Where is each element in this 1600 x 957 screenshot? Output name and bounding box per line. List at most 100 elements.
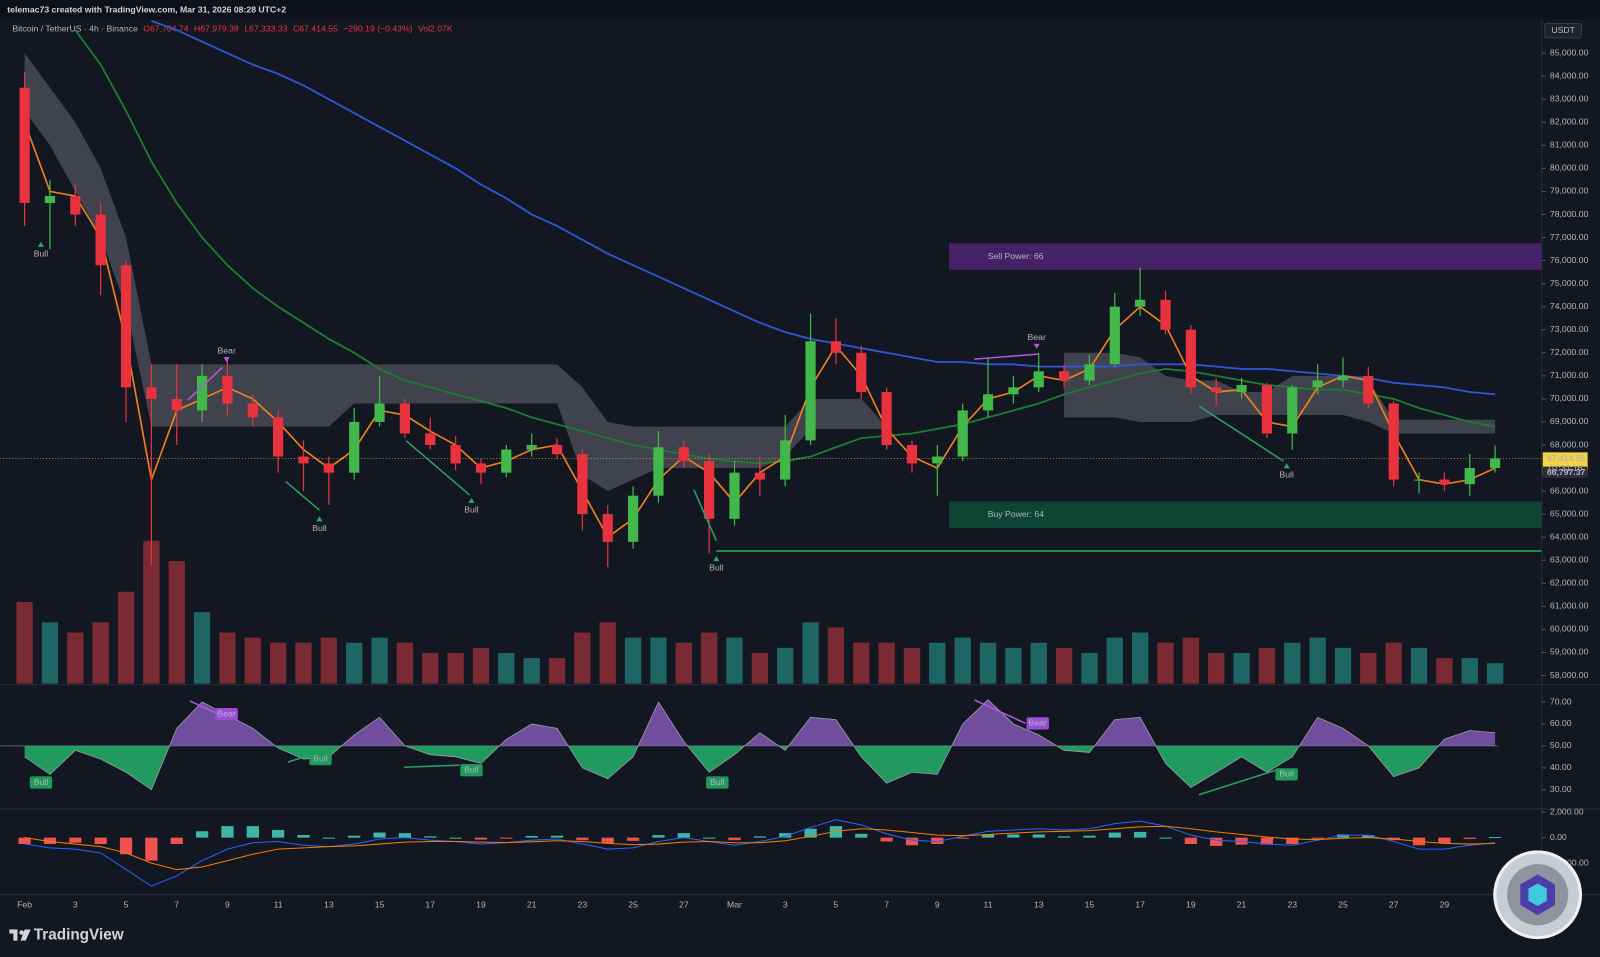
macd-histogram bbox=[500, 837, 513, 839]
candle-body bbox=[551, 444, 563, 455]
candle-body bbox=[881, 391, 892, 445]
volume-bar bbox=[1385, 642, 1402, 684]
macd-histogram bbox=[1286, 837, 1299, 845]
signal-label: Bull bbox=[1279, 470, 1294, 480]
candle-body bbox=[1135, 299, 1146, 307]
x-tick-label: 9 bbox=[225, 899, 230, 909]
x-tick-label: 17 bbox=[425, 899, 435, 909]
macd-histogram bbox=[728, 837, 741, 841]
header-text: telemac73 created with TradingView.com, … bbox=[7, 4, 286, 14]
volume-bar bbox=[853, 642, 870, 684]
zone-label: Sell Power: 66 bbox=[988, 251, 1044, 261]
macd-line bbox=[24, 819, 1496, 887]
y-tick-label: 0.00 bbox=[1550, 832, 1567, 842]
divergence-lines bbox=[187, 353, 1285, 796]
volume-bar bbox=[498, 652, 515, 684]
macd-signal-line bbox=[24, 825, 1496, 871]
cloud bbox=[1064, 352, 1496, 434]
x-tick-label: 5 bbox=[124, 899, 129, 909]
y-tick-label: 60.00 bbox=[1550, 718, 1572, 728]
volume-bar bbox=[1436, 658, 1453, 684]
y-tick-label: 50.00 bbox=[1550, 740, 1572, 750]
x-tick-label: 29 bbox=[1440, 899, 1450, 909]
candle-body bbox=[247, 403, 258, 418]
signal-marker bbox=[1283, 463, 1290, 469]
osc-signal-label: Bull bbox=[464, 765, 479, 775]
price-tag-label: 67,414.55 bbox=[1547, 453, 1586, 463]
macd-histogram bbox=[1311, 837, 1324, 839]
candle-body bbox=[95, 214, 106, 266]
y-tick-label: 64,000.00 bbox=[1550, 531, 1589, 541]
macd-histogram bbox=[1159, 837, 1172, 839]
volume-bar bbox=[1284, 642, 1301, 684]
brand: TradingView bbox=[34, 927, 124, 944]
signal-label: Bull bbox=[464, 504, 479, 514]
candle-body bbox=[273, 417, 284, 457]
candle-body bbox=[196, 375, 208, 411]
x-tick-label: 5 bbox=[833, 899, 838, 909]
x-tick-label: 3 bbox=[73, 899, 78, 909]
signal-label: Bear bbox=[217, 345, 235, 355]
volume-bar bbox=[1233, 652, 1250, 684]
volume-bar bbox=[1030, 642, 1047, 684]
osc-signal-label: Bull bbox=[710, 777, 725, 787]
macd-histogram bbox=[398, 833, 412, 838]
y-tick-label: 74,000.00 bbox=[1550, 301, 1589, 311]
divergence-line bbox=[404, 764, 460, 768]
osc-signal-box bbox=[1275, 768, 1298, 781]
divergence-line bbox=[287, 754, 311, 763]
signal-label: Bull bbox=[312, 523, 327, 533]
signal-marker bbox=[223, 357, 230, 363]
y-tick-label: 61,000.00 bbox=[1550, 601, 1589, 611]
volume-bar bbox=[954, 637, 971, 684]
volume-bar bbox=[1055, 647, 1073, 684]
macd-histogram bbox=[829, 826, 843, 838]
volume-bar bbox=[1486, 663, 1504, 684]
volume-bar bbox=[878, 642, 895, 684]
divergence-line bbox=[974, 699, 1026, 725]
x-tick-label: 7 bbox=[884, 899, 889, 909]
logo-shape bbox=[19, 930, 24, 935]
legend-close: C67,414.55 bbox=[293, 24, 338, 34]
osc-area-down bbox=[24, 745, 1496, 790]
candle-body bbox=[1211, 387, 1222, 392]
candle-body bbox=[856, 352, 867, 392]
macd-histogram bbox=[905, 837, 919, 846]
macd-histogram bbox=[1007, 834, 1020, 838]
x-tick-label: 23 bbox=[1287, 899, 1297, 909]
candle-body bbox=[450, 444, 461, 464]
y-tick-label: 58,000.00 bbox=[1550, 670, 1589, 680]
osc-signal-label: Bear bbox=[1029, 718, 1047, 728]
legend-symbol: Bitcoin / TetherUS · 4h · Binance bbox=[12, 24, 138, 34]
macd-histogram bbox=[703, 837, 716, 839]
volume-bar bbox=[827, 627, 845, 684]
y-tick-label: 40.00 bbox=[1550, 762, 1572, 772]
osc-signal-box bbox=[1026, 717, 1049, 730]
x-tick-label: 3 bbox=[783, 899, 788, 909]
candle-body bbox=[399, 403, 411, 434]
candle-body bbox=[805, 341, 816, 441]
candle-body bbox=[349, 421, 360, 473]
signal-marker bbox=[37, 241, 44, 247]
macd-histogram bbox=[170, 837, 183, 845]
candle-body bbox=[1185, 329, 1196, 388]
y-tick-label: 70,000.00 bbox=[1550, 393, 1589, 403]
macd-histogram bbox=[1057, 836, 1071, 838]
macd-histogram bbox=[119, 837, 133, 855]
header-bar bbox=[0, 0, 1600, 20]
signal-marker bbox=[468, 497, 475, 503]
macd-histogram bbox=[145, 837, 158, 861]
y-tick-label: 73,000.00 bbox=[1550, 324, 1589, 334]
volume-bar bbox=[523, 658, 540, 684]
volume-bar bbox=[700, 632, 718, 684]
candle-body bbox=[425, 433, 436, 445]
candle-body bbox=[729, 472, 740, 519]
power-zone bbox=[948, 243, 1542, 270]
x-tick-label: 13 bbox=[1034, 899, 1044, 909]
candle-body bbox=[1160, 299, 1171, 330]
candle-body bbox=[120, 265, 132, 388]
candle-body bbox=[830, 341, 842, 353]
volume-bar bbox=[1461, 658, 1478, 684]
volume-bar bbox=[346, 642, 363, 684]
y-tick-label: 81,000.00 bbox=[1550, 140, 1589, 150]
